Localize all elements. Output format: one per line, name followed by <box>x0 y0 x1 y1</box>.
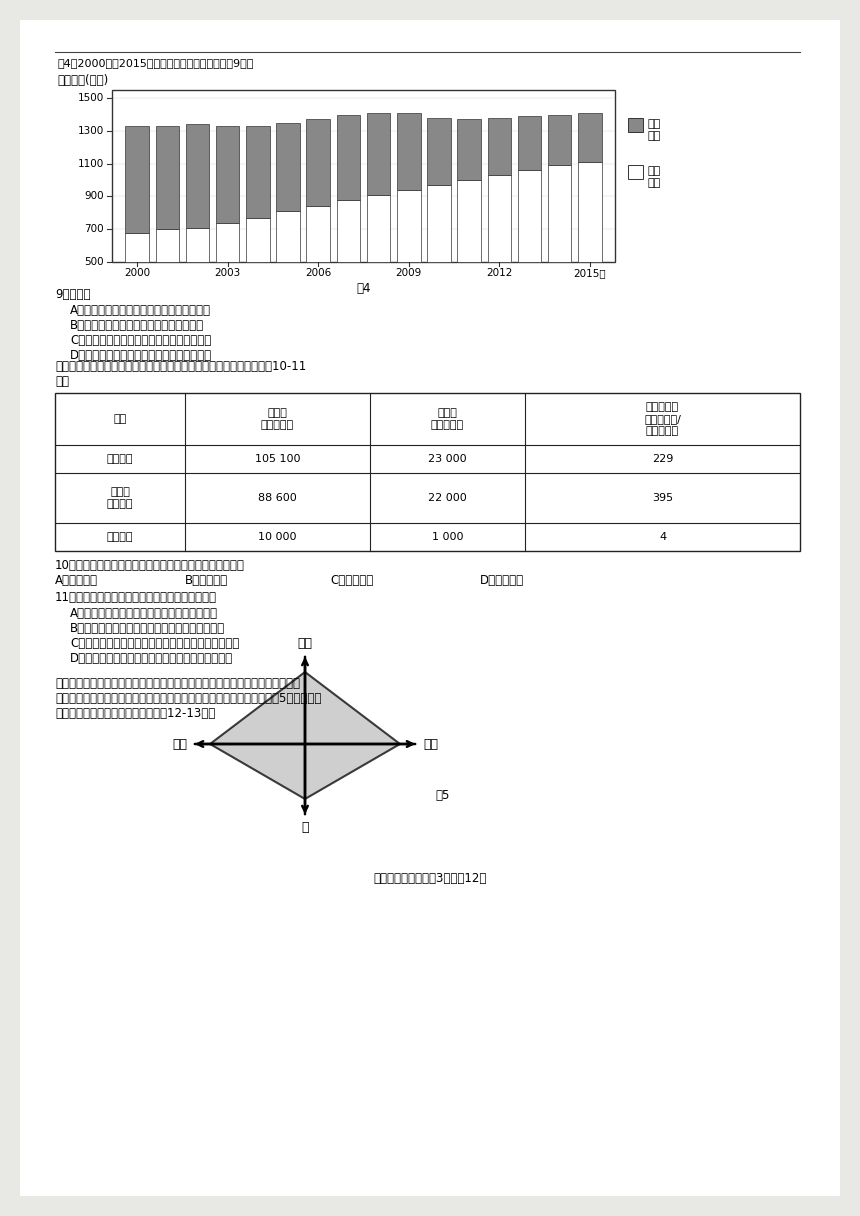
Bar <box>306 207 330 261</box>
Text: 900: 900 <box>84 191 104 202</box>
Text: 人口数量(万人): 人口数量(万人) <box>57 74 108 88</box>
Text: 图5: 图5 <box>435 789 450 803</box>
Bar <box>488 118 511 175</box>
Text: 交通: 交通 <box>423 737 438 750</box>
Bar <box>367 113 390 195</box>
Bar <box>186 227 209 261</box>
Bar <box>246 218 270 261</box>
Text: 700: 700 <box>84 224 104 235</box>
Bar <box>628 165 643 179</box>
Text: 年生物
量（万吨）: 年生物 量（万吨） <box>261 409 294 429</box>
Text: 2009: 2009 <box>396 268 422 278</box>
Text: 非农
户籍: 非农 户籍 <box>647 167 660 187</box>
Bar <box>216 223 239 261</box>
Bar <box>246 126 270 218</box>
Bar <box>548 114 571 165</box>
Text: 395: 395 <box>652 492 673 503</box>
Text: 500: 500 <box>84 257 104 268</box>
Text: A．自然资源: A．自然资源 <box>55 574 98 587</box>
Polygon shape <box>210 672 400 799</box>
Text: 我国某区域拟进行重点建设开发，为实现该区域发展经济效益和生态效益的最大: 我国某区域拟进行重点建设开发，为实现该区域发展经济效益和生态效益的最大 <box>55 677 300 689</box>
Bar <box>488 175 511 261</box>
Text: 承载人
口（万人）: 承载人 口（万人） <box>431 409 464 429</box>
Bar <box>458 180 481 261</box>
Bar <box>628 118 643 133</box>
Text: 11．与长江中下游地区和青藏地区相比，东北地区: 11．与长江中下游地区和青藏地区相比，东北地区 <box>55 591 217 604</box>
Bar <box>336 114 360 199</box>
Text: 长江中
下游地区: 长江中 下游地区 <box>107 488 133 508</box>
Bar <box>397 113 421 190</box>
Text: 22 000: 22 000 <box>428 492 467 503</box>
Bar <box>578 113 602 162</box>
Text: D．消费水平: D．消费水平 <box>480 574 524 587</box>
Text: 1500: 1500 <box>77 94 104 103</box>
Bar <box>156 230 179 261</box>
Text: 2006: 2006 <box>305 268 331 278</box>
Text: D．年生物量最丰富，资源环境所能承载的人口最多: D．年生物量最丰富，资源环境所能承载的人口最多 <box>70 652 233 665</box>
Bar <box>276 212 300 261</box>
Text: 10．表中信息反映了影响区域资源环境承载力的主导因素是: 10．表中信息反映了影响区域资源环境承载力的主导因素是 <box>55 559 245 572</box>
Text: C．提高地域开放程度会使人口合理容量提升: C．提高地域开放程度会使人口合理容量提升 <box>70 334 212 347</box>
Text: A．适度引导人口迁出会使人口合理容量提升: A．适度引导人口迁出会使人口合理容量提升 <box>70 304 211 317</box>
Bar <box>458 119 481 180</box>
Text: 88 600: 88 600 <box>258 492 297 503</box>
Bar <box>156 126 179 230</box>
Bar <box>276 123 300 212</box>
Text: 1 000: 1 000 <box>432 533 464 542</box>
Text: 化、最优化，对该区域影响人口容量的四种重要资源数量进行比较（如图5），箭头方: 化、最优化，对该区域影响人口容量的四种重要资源数量进行比较（如图5），箭头方 <box>55 692 322 705</box>
Bar <box>578 162 602 261</box>
Bar <box>518 170 541 261</box>
Bar <box>216 126 239 223</box>
Text: C．土地潜力大，科技水平高，最大可能人口密度最高: C．土地潜力大，科技水平高，最大可能人口密度最高 <box>70 637 239 651</box>
Bar <box>55 393 800 551</box>
Text: 图4为2000年到2015年上海市人口数据，读图回答9题。: 图4为2000年到2015年上海市人口数据，读图回答9题。 <box>57 58 254 68</box>
Text: 2015年: 2015年 <box>574 268 606 278</box>
Text: 4: 4 <box>659 533 666 542</box>
Text: 229: 229 <box>652 454 673 465</box>
Text: 9．上海市: 9．上海市 <box>55 288 90 302</box>
Bar <box>336 199 360 261</box>
Text: B．科技水平: B．科技水平 <box>185 574 228 587</box>
Text: 1100: 1100 <box>77 159 104 169</box>
Text: 1300: 1300 <box>77 126 104 136</box>
Bar <box>548 165 571 261</box>
Bar <box>126 232 149 261</box>
Bar <box>397 190 421 261</box>
Text: 下表为我国部分地区的土地生产潜力和最大可能人口密度表。据此完成10-11: 下表为我国部分地区的土地生产潜力和最大可能人口密度表。据此完成10-11 <box>55 360 306 373</box>
Text: 耕地: 耕地 <box>298 637 312 651</box>
Text: 最大可能人
口密度（人/
平方千米）: 最大可能人 口密度（人/ 平方千米） <box>644 402 681 435</box>
Text: A．地处内陆，气候冷湿，资源环境承载力最小: A．地处内陆，气候冷湿，资源环境承载力最小 <box>70 607 218 620</box>
Text: 水: 水 <box>301 821 309 834</box>
Bar <box>306 119 330 207</box>
Bar <box>126 126 149 232</box>
Text: 高一地理（选考）第3页，共12页: 高一地理（选考）第3页，共12页 <box>373 872 487 885</box>
Text: 23 000: 23 000 <box>428 454 467 465</box>
Text: B．提升居民消费水平会使环境承载力提升: B．提升居民消费水平会使环境承载力提升 <box>70 319 204 332</box>
Text: 2000: 2000 <box>124 268 150 278</box>
Text: 东北地区: 东北地区 <box>107 454 133 465</box>
Bar <box>367 195 390 261</box>
Text: 题。: 题。 <box>55 375 69 388</box>
Text: D．第三产业比重的上升导致环境承载力下降: D．第三产业比重的上升导致环境承载力下降 <box>70 349 212 362</box>
Text: 2003: 2003 <box>214 268 241 278</box>
Text: C．开放程度: C．开放程度 <box>330 574 373 587</box>
Text: 105 100: 105 100 <box>255 454 300 465</box>
Bar <box>112 90 615 261</box>
Text: 矿产: 矿产 <box>172 737 187 750</box>
Bar <box>518 117 541 170</box>
Text: 地区: 地区 <box>114 413 126 424</box>
Text: B．地域广大，资源丰富，最大可能人口密度最高: B．地域广大，资源丰富，最大可能人口密度最高 <box>70 623 225 635</box>
Text: 10 000: 10 000 <box>258 533 297 542</box>
Text: 向为该要素数量增大方向。据此完成12-13题。: 向为该要素数量增大方向。据此完成12-13题。 <box>55 706 215 720</box>
Text: 图4: 图4 <box>356 282 371 295</box>
Bar <box>427 118 451 185</box>
Bar <box>186 124 209 227</box>
Text: 农村
户籍: 农村 户籍 <box>647 119 660 141</box>
Text: 青藏地区: 青藏地区 <box>107 533 133 542</box>
Text: 2012: 2012 <box>486 268 513 278</box>
Bar <box>427 185 451 261</box>
